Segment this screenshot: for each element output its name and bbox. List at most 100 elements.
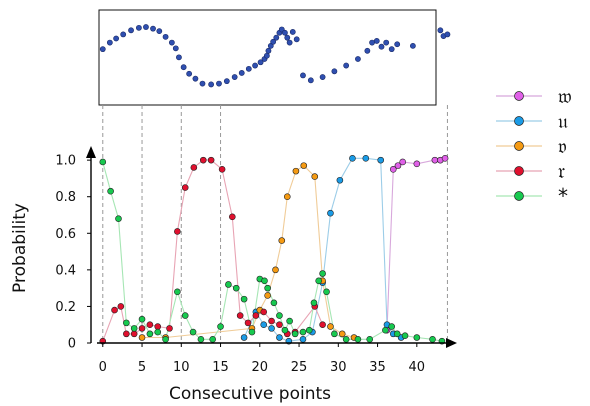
trajectory-point bbox=[282, 29, 288, 36]
series-point-4 bbox=[181, 312, 189, 319]
x-axis-arrow bbox=[446, 338, 457, 348]
series-point-4 bbox=[99, 158, 107, 166]
series-point-3 bbox=[190, 164, 198, 171]
trajectory-point bbox=[270, 38, 277, 45]
series-point-1 bbox=[336, 176, 344, 184]
series-line-2 bbox=[142, 164, 355, 339]
series-point-1 bbox=[377, 156, 385, 164]
probability-chart: 0 5 10 15 20 25 30 35 40 0 0.2 0.4 0.6 0.8 1.0 Consec… bbox=[10, 146, 457, 404]
series-point-2 bbox=[264, 292, 271, 299]
series-point-3 bbox=[146, 321, 154, 329]
trajectory-point bbox=[156, 28, 163, 35]
trajectory-point bbox=[192, 75, 199, 82]
y-ticks: 0 0.2 0.4 0.6 0.8 1.0 bbox=[55, 154, 91, 352]
series-point-1 bbox=[276, 334, 283, 341]
legend-label: 𝔯 bbox=[558, 159, 565, 183]
series-point-4 bbox=[323, 288, 330, 296]
series-point-0 bbox=[441, 155, 449, 162]
series-point-4 bbox=[299, 328, 307, 336]
trajectory-point bbox=[168, 39, 175, 46]
y-tick-label: 0.4 bbox=[55, 263, 76, 278]
series-point-2 bbox=[311, 173, 319, 180]
trajectory-point bbox=[252, 62, 258, 69]
series-point-4 bbox=[382, 326, 389, 334]
trajectory-point bbox=[208, 81, 215, 88]
series-point-4 bbox=[248, 328, 256, 336]
series-point-3 bbox=[319, 321, 326, 329]
trajectory-point bbox=[307, 77, 314, 84]
series-point-4 bbox=[130, 325, 138, 332]
trajectory-points bbox=[99, 24, 451, 88]
trajectory-point bbox=[388, 46, 395, 53]
x-tick-label: 40 bbox=[409, 360, 426, 375]
trajectory-point bbox=[319, 74, 326, 80]
series-point-4 bbox=[310, 299, 318, 307]
series-point-0 bbox=[413, 160, 421, 168]
trajectory-point bbox=[383, 39, 390, 46]
series-point-4 bbox=[174, 288, 181, 296]
trajectory-point bbox=[273, 34, 280, 41]
series-line-0 bbox=[386, 157, 446, 331]
series-point-4 bbox=[197, 336, 205, 343]
trajectory-point bbox=[289, 29, 296, 35]
guide-lines bbox=[102, 105, 448, 343]
series-point-4 bbox=[315, 277, 322, 285]
series-point-4 bbox=[138, 315, 146, 323]
series-point-3 bbox=[111, 306, 118, 314]
series-point-4 bbox=[342, 336, 350, 343]
series-point-3 bbox=[154, 323, 162, 330]
trajectory-point bbox=[135, 24, 142, 31]
series-point-4 bbox=[393, 330, 401, 338]
series-point-3 bbox=[229, 213, 236, 221]
series-point-3 bbox=[174, 228, 181, 235]
series-point-4 bbox=[189, 328, 197, 336]
series-line-1 bbox=[243, 157, 402, 342]
trajectory-point bbox=[355, 56, 361, 62]
series-point-1 bbox=[260, 321, 268, 329]
y-tick-label: 0.8 bbox=[55, 190, 76, 205]
series-point-4 bbox=[319, 270, 326, 277]
legend-marker bbox=[514, 116, 524, 126]
series-point-4 bbox=[162, 336, 169, 343]
series-point-1 bbox=[327, 209, 334, 217]
legend-label: 𝔲 bbox=[558, 109, 568, 133]
legend-marker bbox=[514, 141, 524, 151]
x-tick-label: 25 bbox=[291, 360, 308, 375]
x-tick-label: 0 bbox=[99, 360, 107, 375]
legend-marker bbox=[514, 166, 524, 176]
trajectory-point bbox=[245, 65, 252, 72]
trajectory-point bbox=[300, 72, 306, 79]
series-point-4 bbox=[429, 336, 436, 343]
series-point-3 bbox=[117, 303, 125, 310]
trajectory-point bbox=[143, 24, 149, 30]
x-tick-label: 10 bbox=[173, 360, 190, 375]
series-point-2 bbox=[327, 323, 334, 330]
x-tick-label: 20 bbox=[252, 360, 269, 375]
series-point-4 bbox=[232, 284, 240, 292]
trajectory-point bbox=[216, 80, 222, 87]
x-tick-label: 30 bbox=[330, 360, 347, 375]
y-tick-label: 0.6 bbox=[55, 227, 76, 242]
trajectory-point bbox=[437, 27, 444, 34]
trajectory-point bbox=[180, 64, 187, 71]
series-point-4 bbox=[209, 336, 216, 343]
series-point-1 bbox=[349, 155, 356, 162]
series-point-1 bbox=[299, 336, 307, 343]
trajectory-point bbox=[186, 70, 193, 77]
legend-label: 𝔳 bbox=[558, 134, 567, 158]
series-point-4 bbox=[286, 317, 293, 325]
series-lines bbox=[102, 157, 446, 342]
series-point-4 bbox=[276, 312, 283, 319]
trajectory-point bbox=[265, 47, 272, 54]
series-point-1 bbox=[268, 325, 275, 332]
series-point-2 bbox=[278, 237, 286, 244]
series-point-3 bbox=[199, 156, 207, 164]
series-point-3 bbox=[181, 184, 189, 191]
series-point-4 bbox=[413, 334, 421, 341]
x-axis-label: Consecutive points bbox=[169, 384, 331, 404]
y-tick-label: 0.2 bbox=[55, 300, 76, 315]
series-point-3 bbox=[218, 165, 226, 173]
trajectory-point bbox=[106, 39, 113, 46]
trajectory-point bbox=[150, 25, 156, 32]
